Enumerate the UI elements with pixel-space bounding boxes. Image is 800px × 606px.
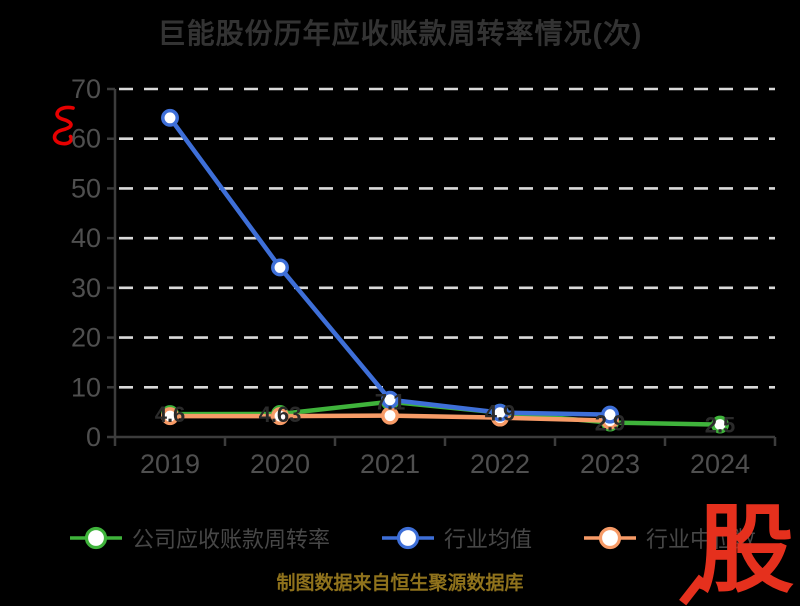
x-tick-label-2023: 2023 (580, 449, 640, 479)
chart-title: 巨能股份历年应收账款周转率情况(次) (157, 18, 643, 49)
y-tick-label: 0 (86, 422, 101, 452)
legend-marker-icon (584, 526, 637, 550)
legend-item-0: 公司应收账款周转率 (70, 522, 330, 554)
brand-logo-text: 股 (698, 494, 794, 606)
data-point (381, 390, 399, 409)
data-point (161, 108, 179, 127)
legend-label: 公司应收账款周转率 (132, 527, 331, 552)
point-label: 2.9 (595, 411, 626, 436)
legend-item-2: 行业中位数 (584, 522, 756, 554)
y-tick-label: 60 (71, 124, 101, 154)
legend-marker-icon (382, 526, 435, 550)
series-line-1 (167, 115, 613, 417)
point-label: 2.5 (705, 413, 736, 438)
point-label: 4.9 (485, 401, 516, 426)
data-point (271, 258, 289, 277)
source-caption: 制图数据来自恒生聚源数据库 (276, 573, 524, 594)
legend-label: 行业中位数 (646, 527, 757, 552)
y-tick-label: 40 (71, 223, 101, 253)
y-tick-label: 10 (71, 372, 101, 402)
data-point (711, 415, 729, 434)
red-scribble-annotation (52, 105, 75, 146)
legend-marker-icon (70, 526, 122, 550)
data-point (491, 403, 509, 422)
data-point (161, 407, 179, 426)
point-label: 4.63 (259, 402, 302, 427)
chart-legend: 公司应收账款周转率 行业均值 行业中位数 (70, 516, 756, 560)
x-tick-label-2021: 2021 (360, 449, 420, 479)
y-tick-label: 50 (71, 173, 101, 203)
legend-item-1: 行业均值 (382, 522, 532, 554)
x-tick-label-2022: 2022 (470, 449, 530, 479)
legend-label: 行业均值 (444, 527, 533, 552)
point-label: 7.1 (375, 390, 406, 415)
point-label: 4.6 (155, 402, 186, 427)
x-tick-label-2024: 2024 (690, 449, 750, 479)
x-tick-label-2019: 2019 (140, 449, 200, 479)
y-tick-label: 70 (71, 74, 101, 104)
data-point (601, 405, 619, 424)
y-tick-label: 30 (71, 273, 101, 303)
x-tick-label-2020: 2020 (250, 449, 310, 479)
y-tick-label: 20 (71, 323, 101, 353)
data-point (271, 407, 289, 426)
